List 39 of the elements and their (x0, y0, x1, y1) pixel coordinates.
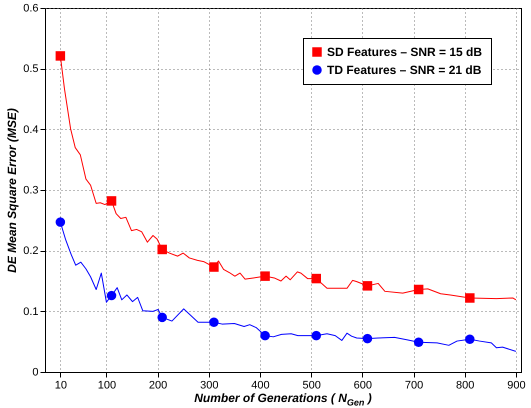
y-tick-label: 0.3 (23, 184, 38, 196)
x-tick-label: 100 (98, 380, 116, 392)
point (106, 290, 116, 300)
x-tick-label: 200 (148, 380, 168, 392)
point (56, 217, 66, 227)
point (106, 196, 116, 206)
point (362, 334, 372, 344)
legend-label: SD Features – SNR = 15 dB (327, 45, 482, 59)
point (260, 330, 270, 340)
x-tick-label: 400 (251, 380, 270, 392)
point (157, 312, 167, 322)
x-tick-label: 700 (404, 380, 424, 392)
y-tick-label: 0.4 (23, 124, 38, 136)
point (157, 244, 167, 254)
point (465, 334, 475, 344)
x-tick-label: 600 (354, 380, 372, 392)
point (56, 51, 66, 61)
x-axis-title: Number of Generations ( N$_{Gen}$ ) (193, 391, 373, 408)
point (260, 271, 270, 281)
point (312, 274, 322, 284)
point (362, 281, 372, 291)
point (414, 338, 424, 348)
y-tick-label: 0.6 (23, 2, 38, 14)
point (209, 318, 219, 327)
x-tick-label: 800 (456, 380, 474, 392)
point (414, 284, 424, 294)
x-tick-label: 900 (507, 380, 526, 392)
x-tick-label: 10 (54, 380, 67, 392)
legend-label: TD Features – SNR = 21 dB (327, 63, 482, 77)
point (465, 293, 475, 303)
x-tick-label: 300 (200, 380, 218, 392)
point (312, 330, 322, 340)
y-tick-label: 0.2 (23, 245, 38, 258)
point (209, 262, 219, 272)
y-tick-label: 0 (32, 366, 38, 378)
x-tick-label: 500 (302, 380, 321, 392)
y-axis-title: DE Mean Square Error (MSE) (5, 108, 20, 273)
y-tick-label: 0.5 (23, 63, 38, 76)
y-tick-label: 0.1 (23, 306, 38, 318)
